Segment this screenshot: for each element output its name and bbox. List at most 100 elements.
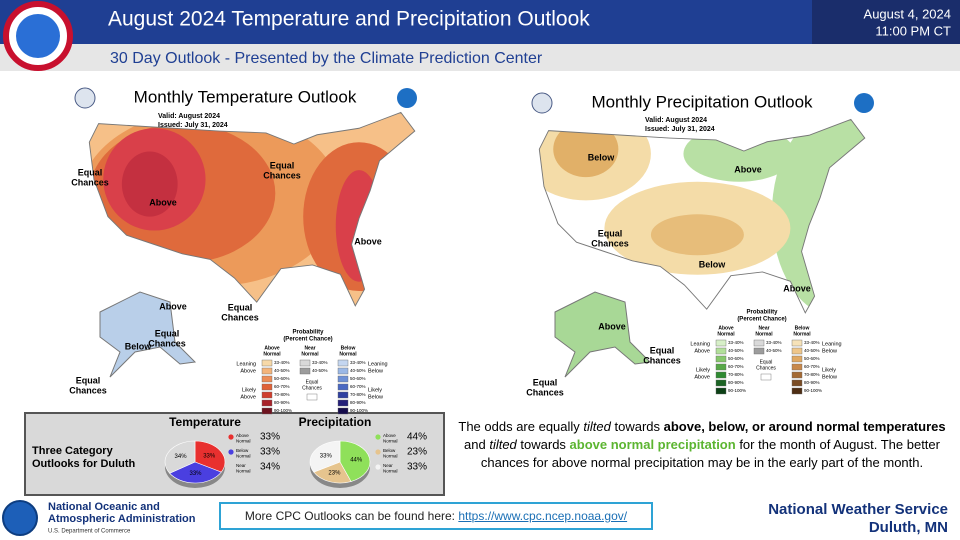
legend-side: Likely (368, 387, 382, 393)
region-label: Chances (148, 338, 186, 348)
legend-swatch (753, 339, 765, 347)
slice-label: 33% (190, 471, 203, 477)
region-label: Equal (76, 375, 101, 385)
cpc-link[interactable]: https://www.cpc.ncep.noaa.gov/ (458, 509, 628, 523)
region-label: Below (125, 341, 153, 351)
region-label: Equal (270, 160, 295, 170)
legend-side: Leaning (822, 341, 842, 347)
outlook-area (121, 151, 178, 217)
legend-side: Below (822, 348, 837, 354)
legend-swatch (715, 347, 727, 355)
commerce: U.S. Department of Commerce (48, 529, 131, 535)
legend-dot (228, 449, 234, 455)
legend-dot (375, 449, 381, 455)
region-label: Chances (221, 312, 259, 322)
legend-side: Likely (696, 367, 710, 373)
legend-swatch (261, 391, 273, 399)
map-title: Monthly Precipitation Outlook (591, 92, 813, 111)
legend-swatch (337, 399, 349, 407)
date: August 4, 2024 (864, 6, 951, 21)
region-label: Above (598, 321, 626, 331)
legend-equal: Equal (306, 379, 319, 385)
legend-label: Normal (236, 469, 251, 474)
region-label: Below (588, 152, 616, 162)
agency-logo (74, 87, 96, 109)
duluth-label: Three Category (32, 445, 114, 457)
legend-title: Probability (746, 310, 778, 316)
legend-range: 70-80% (274, 392, 290, 397)
agency-logo (854, 93, 874, 113)
legend-range: 90-100% (804, 388, 822, 393)
legend-equal: Chances (302, 385, 322, 391)
link-text: More CPC Outlooks can be found here: (244, 509, 459, 523)
region-label: Above (159, 301, 187, 311)
legend-header: Near (304, 345, 315, 351)
legend-swatch (261, 383, 273, 391)
text: and (464, 437, 490, 452)
slice-label: 44% (350, 457, 363, 463)
legend-range: 40-50% (766, 348, 782, 353)
legend-value: 44% (407, 432, 427, 443)
title-bar (0, 0, 812, 44)
region-label: Below (699, 259, 727, 269)
legend-swatch (791, 371, 803, 379)
legend-header: Normal (755, 331, 773, 337)
legend-label: Below (383, 448, 396, 453)
legend-swatch (337, 359, 349, 367)
text: The odds are equally (458, 419, 584, 434)
legend-side: Above (240, 394, 256, 400)
legend-range: 60-70% (350, 384, 366, 389)
subtitle-bar (0, 44, 960, 71)
legend-swatch (791, 355, 803, 363)
summary: The odds are equally tilted towards abov… (452, 418, 952, 472)
legend-range: 80-90% (350, 400, 366, 405)
outlook-area (650, 214, 744, 256)
agency-logo (397, 88, 417, 108)
legend-range: 50-60% (350, 376, 366, 381)
legend-range: 70-80% (804, 372, 820, 377)
legend-swatch (753, 347, 765, 355)
legend-header: Below (795, 325, 810, 331)
legend-range: 33-40% (350, 360, 366, 365)
legend-side: Below (822, 374, 837, 380)
legend-range: 90-100% (728, 388, 746, 393)
noaa-logo (2, 500, 38, 536)
us-outline (538, 118, 866, 314)
legend-range: 40-50% (312, 368, 328, 373)
legend-dot (375, 464, 381, 470)
slice-label: 23% (328, 470, 341, 476)
legend-swatch (337, 383, 349, 391)
legend-label: Below (236, 448, 249, 453)
legend-dot (375, 434, 381, 440)
legend-side: Below (368, 368, 383, 374)
region-label: Equal (533, 377, 558, 387)
region-label: Above (734, 164, 762, 174)
duluth-label: Outlooks for Duluth (32, 458, 136, 470)
legend-swatch (760, 373, 772, 381)
legend-range: 40-50% (274, 368, 290, 373)
legend-range: 33-40% (728, 340, 744, 345)
legend-swatch (299, 359, 311, 367)
legend-range: 60-70% (728, 364, 744, 369)
legend-range: 40-50% (350, 368, 366, 373)
region-label: Equal (78, 167, 103, 177)
slice-label: 33% (320, 454, 333, 460)
legend-side: Leaning (236, 361, 256, 367)
legend-range: 40-50% (804, 348, 820, 353)
map (88, 111, 416, 307)
legend-side: Leaning (690, 341, 710, 347)
legend-swatch (261, 359, 273, 367)
region-label: Above (354, 236, 382, 246)
legend-header: Above (718, 325, 734, 331)
alaska (99, 291, 197, 378)
legend-header: Above (264, 345, 280, 351)
legend-side: Above (694, 374, 710, 380)
legend-range: 80-90% (274, 400, 290, 405)
legend-range: 33-40% (804, 340, 820, 345)
title: August 2024 Temperature and Precipitatio… (108, 8, 590, 31)
noaa-name: National Oceanic and (48, 501, 160, 513)
map (538, 118, 866, 314)
legend-header: Normal (301, 351, 319, 357)
legend-label: Normal (383, 439, 398, 444)
